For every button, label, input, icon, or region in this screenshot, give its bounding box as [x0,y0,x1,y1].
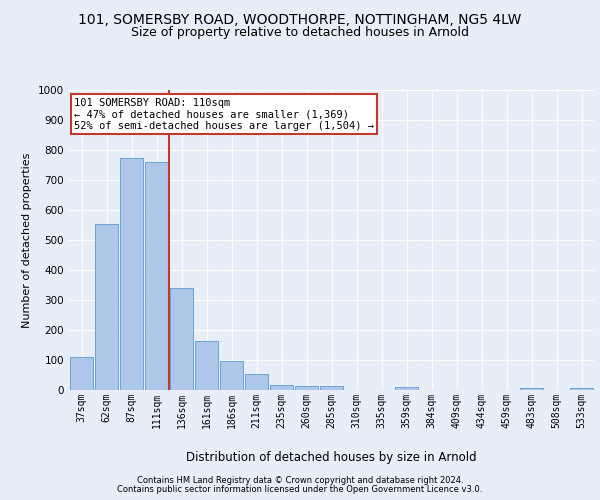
Bar [569,388,593,390]
Bar [220,361,244,390]
Text: Contains public sector information licensed under the Open Government Licence v3: Contains public sector information licen… [118,485,482,494]
Bar [194,340,218,390]
Bar [70,357,94,390]
Bar [295,386,319,390]
Bar [520,388,544,390]
Bar [95,224,118,390]
Bar [119,158,143,390]
Y-axis label: Number of detached properties: Number of detached properties [22,152,32,328]
Bar [145,162,169,390]
Bar [170,288,193,390]
Bar [269,384,293,390]
Bar [395,386,418,390]
Bar [245,374,268,390]
Text: 101, SOMERSBY ROAD, WOODTHORPE, NOTTINGHAM, NG5 4LW: 101, SOMERSBY ROAD, WOODTHORPE, NOTTINGH… [79,12,521,26]
Text: Distribution of detached houses by size in Arnold: Distribution of detached houses by size … [186,451,477,464]
Text: 101 SOMERSBY ROAD: 110sqm
← 47% of detached houses are smaller (1,369)
52% of se: 101 SOMERSBY ROAD: 110sqm ← 47% of detac… [74,98,374,130]
Bar [320,386,343,390]
Text: Contains HM Land Registry data © Crown copyright and database right 2024.: Contains HM Land Registry data © Crown c… [137,476,463,485]
Text: Size of property relative to detached houses in Arnold: Size of property relative to detached ho… [131,26,469,39]
